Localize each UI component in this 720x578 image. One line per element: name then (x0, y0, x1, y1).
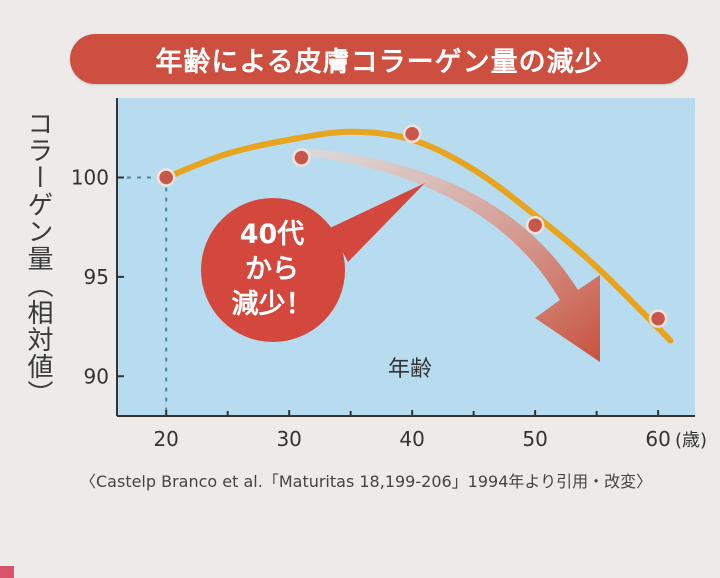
x-axis-label: 年齢 (388, 357, 432, 382)
y-axis-label: コラーゲン量（相対値） (23, 110, 53, 407)
data-point (648, 309, 668, 328)
chart-title: 年齢による皮膚コラーゲン量の減少 (70, 34, 688, 84)
callout-line-3: 減少！ (232, 289, 313, 320)
x-axis-unit: (歳) (675, 430, 707, 451)
decline-arrow (300, 148, 600, 362)
x-tick-label: 30 (276, 427, 301, 451)
x-tick-label: 60 (645, 427, 670, 451)
x-tick-label: 50 (522, 427, 547, 451)
callout-line-1: 40代 (240, 219, 305, 250)
x-tick-label: 20 (153, 427, 178, 451)
callout-line-2: から (245, 254, 299, 285)
page-edge-mark (0, 566, 14, 578)
callout-pointer (330, 183, 425, 262)
data-point (525, 215, 545, 235)
y-tick-label: 95 (84, 265, 109, 289)
data-point (292, 148, 311, 167)
y-tick-label: 100 (71, 166, 109, 190)
x-tick-label: 40 (399, 427, 424, 451)
source-citation: 〈Castelp Branco et al.「Maturitas 18,199-… (80, 472, 653, 491)
data-point (156, 168, 176, 187)
y-tick-label: 90 (84, 364, 109, 388)
trend-curve (163, 128, 674, 344)
callout-bubble (201, 198, 345, 342)
data-point (402, 124, 422, 144)
